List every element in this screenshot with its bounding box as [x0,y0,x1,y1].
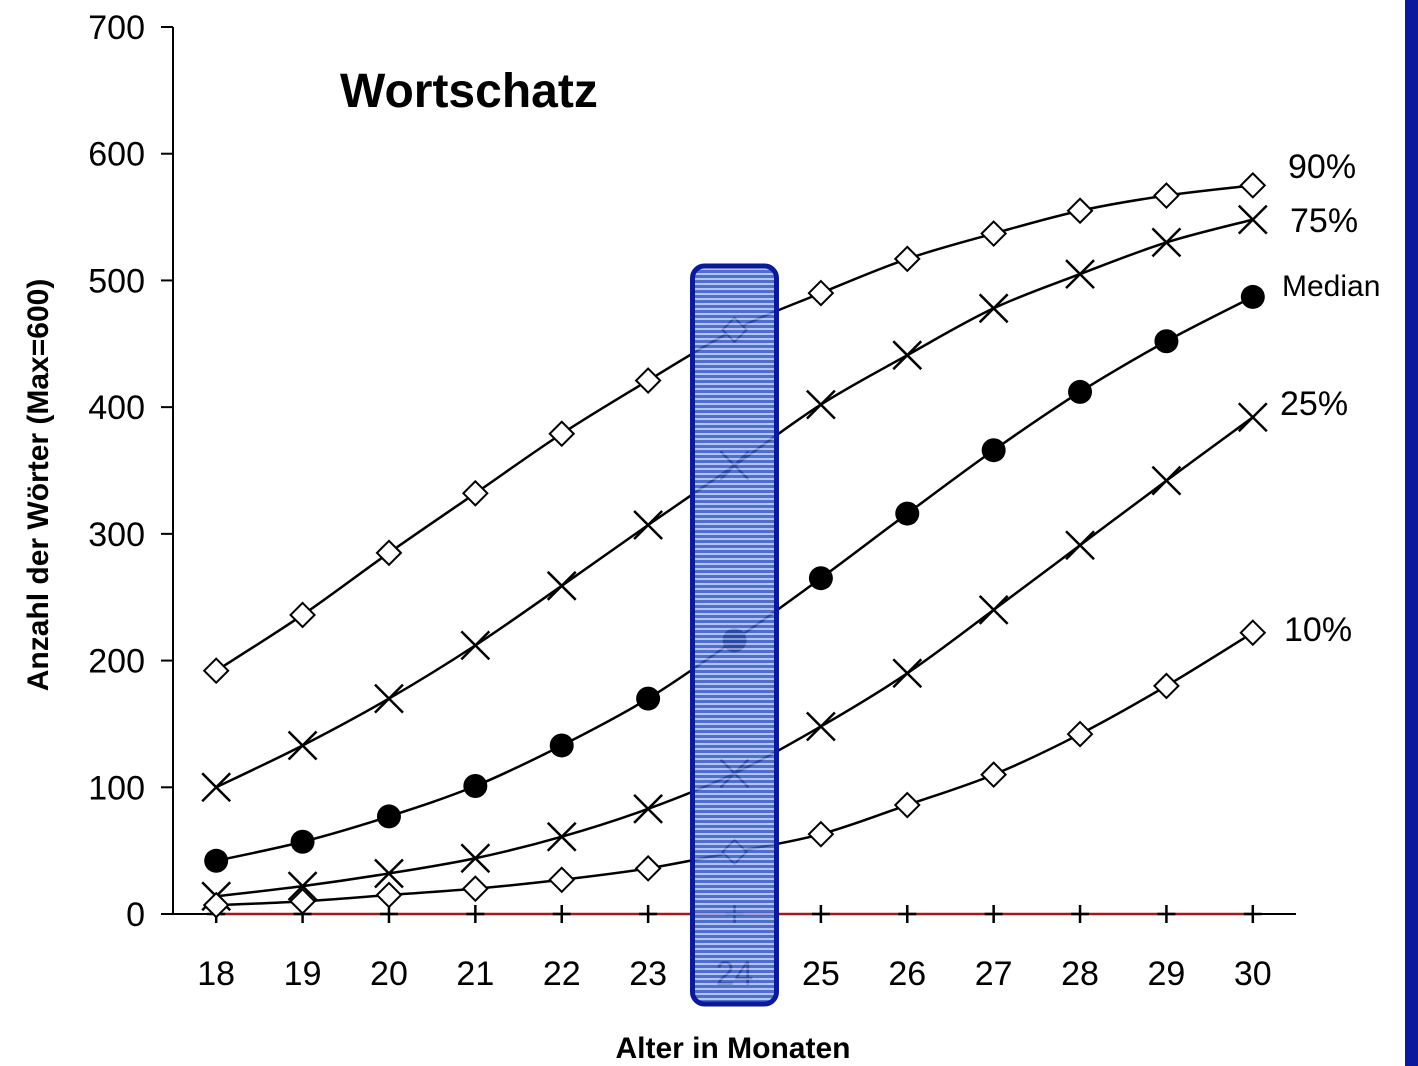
y-tick-label: 200 [88,643,145,681]
point-75pct [892,340,923,371]
x-tick-label: 26 [888,955,926,993]
point-90pct [375,539,403,567]
point-90pct [807,279,835,307]
point-10pct [1239,619,1267,647]
x-tick-label: 19 [284,955,322,993]
point-90pct [548,420,576,448]
point-75pct [287,730,318,761]
point-75pct [546,570,577,601]
point-baseline [552,905,571,923]
point-baseline [898,905,917,923]
point-75pct [1065,259,1095,289]
point-25pct [374,858,404,889]
point-25pct [633,793,663,824]
point-baseline [984,905,1003,923]
point-75pct [633,510,663,540]
point-10pct [634,854,662,882]
point-75pct [806,389,836,420]
x-tick-label: 28 [1061,955,1099,993]
right-edge-bar [1405,0,1418,1066]
x-tick-label: 18 [197,955,235,993]
series-label: 25% [1280,385,1348,423]
chart-title: Wortschatz [340,65,598,118]
point-25pct [460,843,491,874]
x-tick-label: 21 [456,955,494,993]
point-90pct [980,220,1008,247]
series-label: Median [1282,270,1380,303]
point-25pct [287,871,318,902]
point-baseline [1157,905,1176,923]
point-25pct [1237,402,1268,433]
x-tick-label: 30 [1234,955,1272,993]
point-90pct [893,245,921,273]
point-75pct [1151,227,1182,258]
point-10pct [1153,672,1180,700]
point-10pct [461,875,489,903]
x-axis-title: Alter in Monaten [615,1032,850,1065]
point-75pct [1237,204,1268,235]
point-median [636,686,661,711]
point-10pct [548,866,576,894]
point-baseline [1243,905,1262,923]
point-median [808,566,833,591]
y-axis-title: Anzahl der Wörter (Max=600) [22,279,55,692]
y-tick-label: 700 [88,9,145,47]
point-90pct [1239,171,1267,199]
series-label: 10% [1284,611,1352,649]
point-90pct [289,601,316,629]
series-label: 90% [1288,148,1356,186]
point-baseline [466,905,485,923]
point-median [1154,329,1179,354]
point-75pct [374,683,404,714]
point-baseline [1071,905,1090,923]
point-25pct [806,711,836,742]
x-tick-label: 20 [370,955,408,993]
point-75pct [460,630,491,661]
point-median [1068,379,1093,404]
point-25pct [546,821,577,852]
y-tick-label: 400 [88,389,145,427]
point-25pct [1151,465,1182,496]
x-tick-label: 29 [1148,955,1186,993]
y-tick-label: 0 [126,896,145,934]
x-tick-label: 25 [802,955,840,993]
point-median [895,501,920,526]
series-label: 75% [1290,202,1358,240]
point-75pct [201,772,232,803]
point-90pct [1066,197,1094,225]
point-90pct [202,657,230,685]
point-25pct [892,658,923,689]
point-90pct [634,367,662,394]
highlight-capsule [690,263,779,1007]
point-median [463,774,488,799]
point-median [1240,284,1265,309]
point-10pct [807,820,835,848]
point-10pct [202,891,230,919]
x-tick-label: 27 [975,955,1013,993]
point-median [376,804,401,829]
point-baseline [639,905,658,923]
x-tick-label: 23 [629,955,667,993]
point-10pct [893,791,921,819]
point-10pct [375,881,403,909]
y-tick-label: 100 [88,769,145,807]
point-10pct [1066,720,1094,748]
point-90pct [1153,182,1180,209]
point-25pct [978,595,1009,625]
y-tick-label: 500 [88,262,145,300]
point-10pct [289,887,316,915]
x-tick-label: 22 [543,955,581,993]
point-baseline [811,905,830,923]
point-median [290,829,315,854]
point-median [204,848,229,873]
point-median [981,438,1006,463]
point-10pct [980,761,1008,789]
y-tick-label: 600 [88,136,145,174]
point-25pct [1065,530,1095,561]
y-tick-label: 300 [88,516,145,554]
point-90pct [461,479,489,507]
point-75pct [978,293,1009,324]
point-median [549,733,574,758]
